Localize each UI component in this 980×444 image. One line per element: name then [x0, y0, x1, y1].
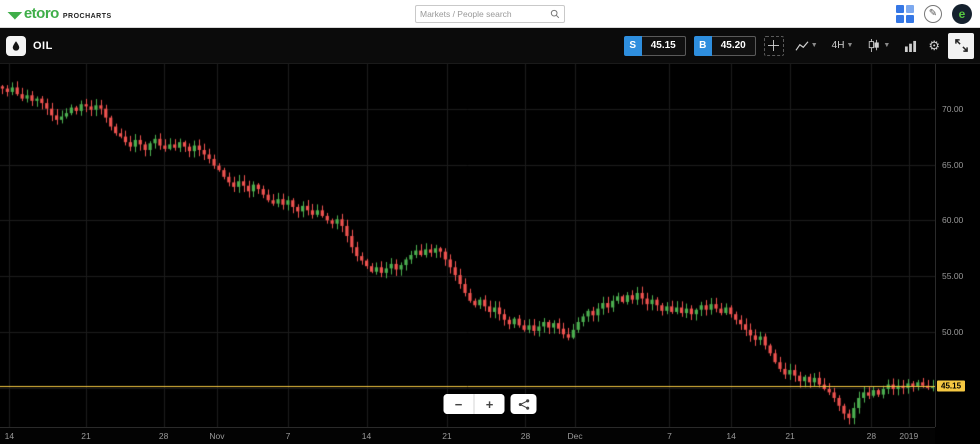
time-tick-label: 7 [667, 431, 672, 441]
chevron-down-icon: ▼ [846, 42, 854, 49]
chart-type-button[interactable]: ▼ [792, 38, 821, 54]
time-tick-label: Dec [567, 431, 583, 441]
candlestick-icon [869, 39, 880, 52]
time-tick-label: 21 [442, 431, 452, 441]
time-tick-label: 28 [158, 431, 169, 441]
time-tick-label: 28 [866, 431, 877, 441]
indicators-icon [905, 40, 917, 52]
time-axis[interactable]: 14 21 28 Nov 7 14 21 28 Dec 7 14 21 28 2019 [0, 427, 935, 444]
edit-pencil-icon[interactable]: ✎ [924, 4, 942, 23]
sell-quote[interactable]: S 45.15 [623, 35, 686, 56]
time-tick-label: 7 [285, 431, 291, 441]
instrument-header[interactable]: OIL [6, 35, 53, 56]
zoom-in-button[interactable]: + [474, 394, 505, 414]
fullscreen-button[interactable] [948, 32, 974, 59]
time-tick-label: 21 [81, 431, 91, 441]
zoom-divider [473, 394, 475, 414]
header-actions: ✎ e [896, 3, 972, 24]
search-input[interactable] [420, 9, 550, 19]
chart-toolbar: OIL S 45.15 B 45.20 ▼ [0, 28, 980, 64]
crosshair-tool-button[interactable] [763, 35, 784, 56]
time-tick-label: 14 [726, 431, 736, 441]
chevron-down-icon: ▼ [810, 42, 818, 49]
share-icon [518, 398, 529, 410]
indicators-button[interactable] [901, 38, 920, 54]
price-tick-label: 65.00 [942, 159, 964, 170]
price-tick-label: 70.00 [942, 103, 964, 114]
time-tick-label: Nov [209, 431, 225, 441]
etoro-logo-text: etoro [23, 5, 60, 22]
time-tick-label: 28 [520, 431, 531, 441]
settings-gear-icon[interactable]: ⚙ [928, 37, 940, 53]
zoom-out-button[interactable]: − [443, 394, 474, 414]
crosshair-icon [768, 40, 780, 51]
time-tick-label: 2019 [899, 431, 919, 441]
timeframe-value: 4H [831, 40, 845, 51]
price-tick-label: 50.00 [942, 327, 964, 338]
price-tick-label: 55.00 [942, 271, 964, 282]
sell-price: 45.15 [641, 35, 686, 56]
sell-button[interactable]: S [623, 35, 642, 56]
share-button[interactable] [510, 394, 537, 414]
oil-drop-icon [6, 35, 26, 56]
procharts-label: PROCHARTS [62, 13, 112, 20]
search-icon [550, 9, 560, 19]
instrument-name: OIL [33, 39, 53, 52]
expand-icon [954, 39, 968, 52]
chevron-down-icon: ▼ [883, 42, 891, 49]
etoro-horns-icon: ◥◤ [8, 10, 22, 20]
line-chart-icon [795, 40, 809, 51]
zoom-controls: − + [443, 394, 537, 414]
buy-price: 45.20 [711, 35, 756, 56]
top-header: ◥◤ etoro PROCHARTS ✎ e [0, 0, 980, 28]
etoro-logo[interactable]: ◥◤ etoro PROCHARTS [8, 5, 112, 22]
buy-quote[interactable]: B 45.20 [693, 35, 756, 56]
etoro-account-icon[interactable]: e [952, 3, 972, 24]
buy-button[interactable]: B [693, 35, 712, 56]
price-chart-canvas[interactable] [0, 64, 935, 427]
layout-grid-icon[interactable] [896, 4, 914, 23]
price-tick-label: 60.00 [942, 215, 964, 226]
current-price-tag: 45.15 [937, 380, 966, 392]
time-tick-label: 21 [785, 431, 795, 441]
market-search[interactable] [415, 5, 565, 23]
time-tick-label: 14 [361, 431, 372, 441]
timeframe-dropdown[interactable]: 4H ▼ [829, 38, 857, 53]
candle-style-button[interactable]: ▼ [864, 37, 893, 54]
toolbar-actions: S 45.15 B 45.20 ▼ 4H ▼ [623, 32, 974, 59]
time-tick-label: 14 [4, 431, 15, 441]
